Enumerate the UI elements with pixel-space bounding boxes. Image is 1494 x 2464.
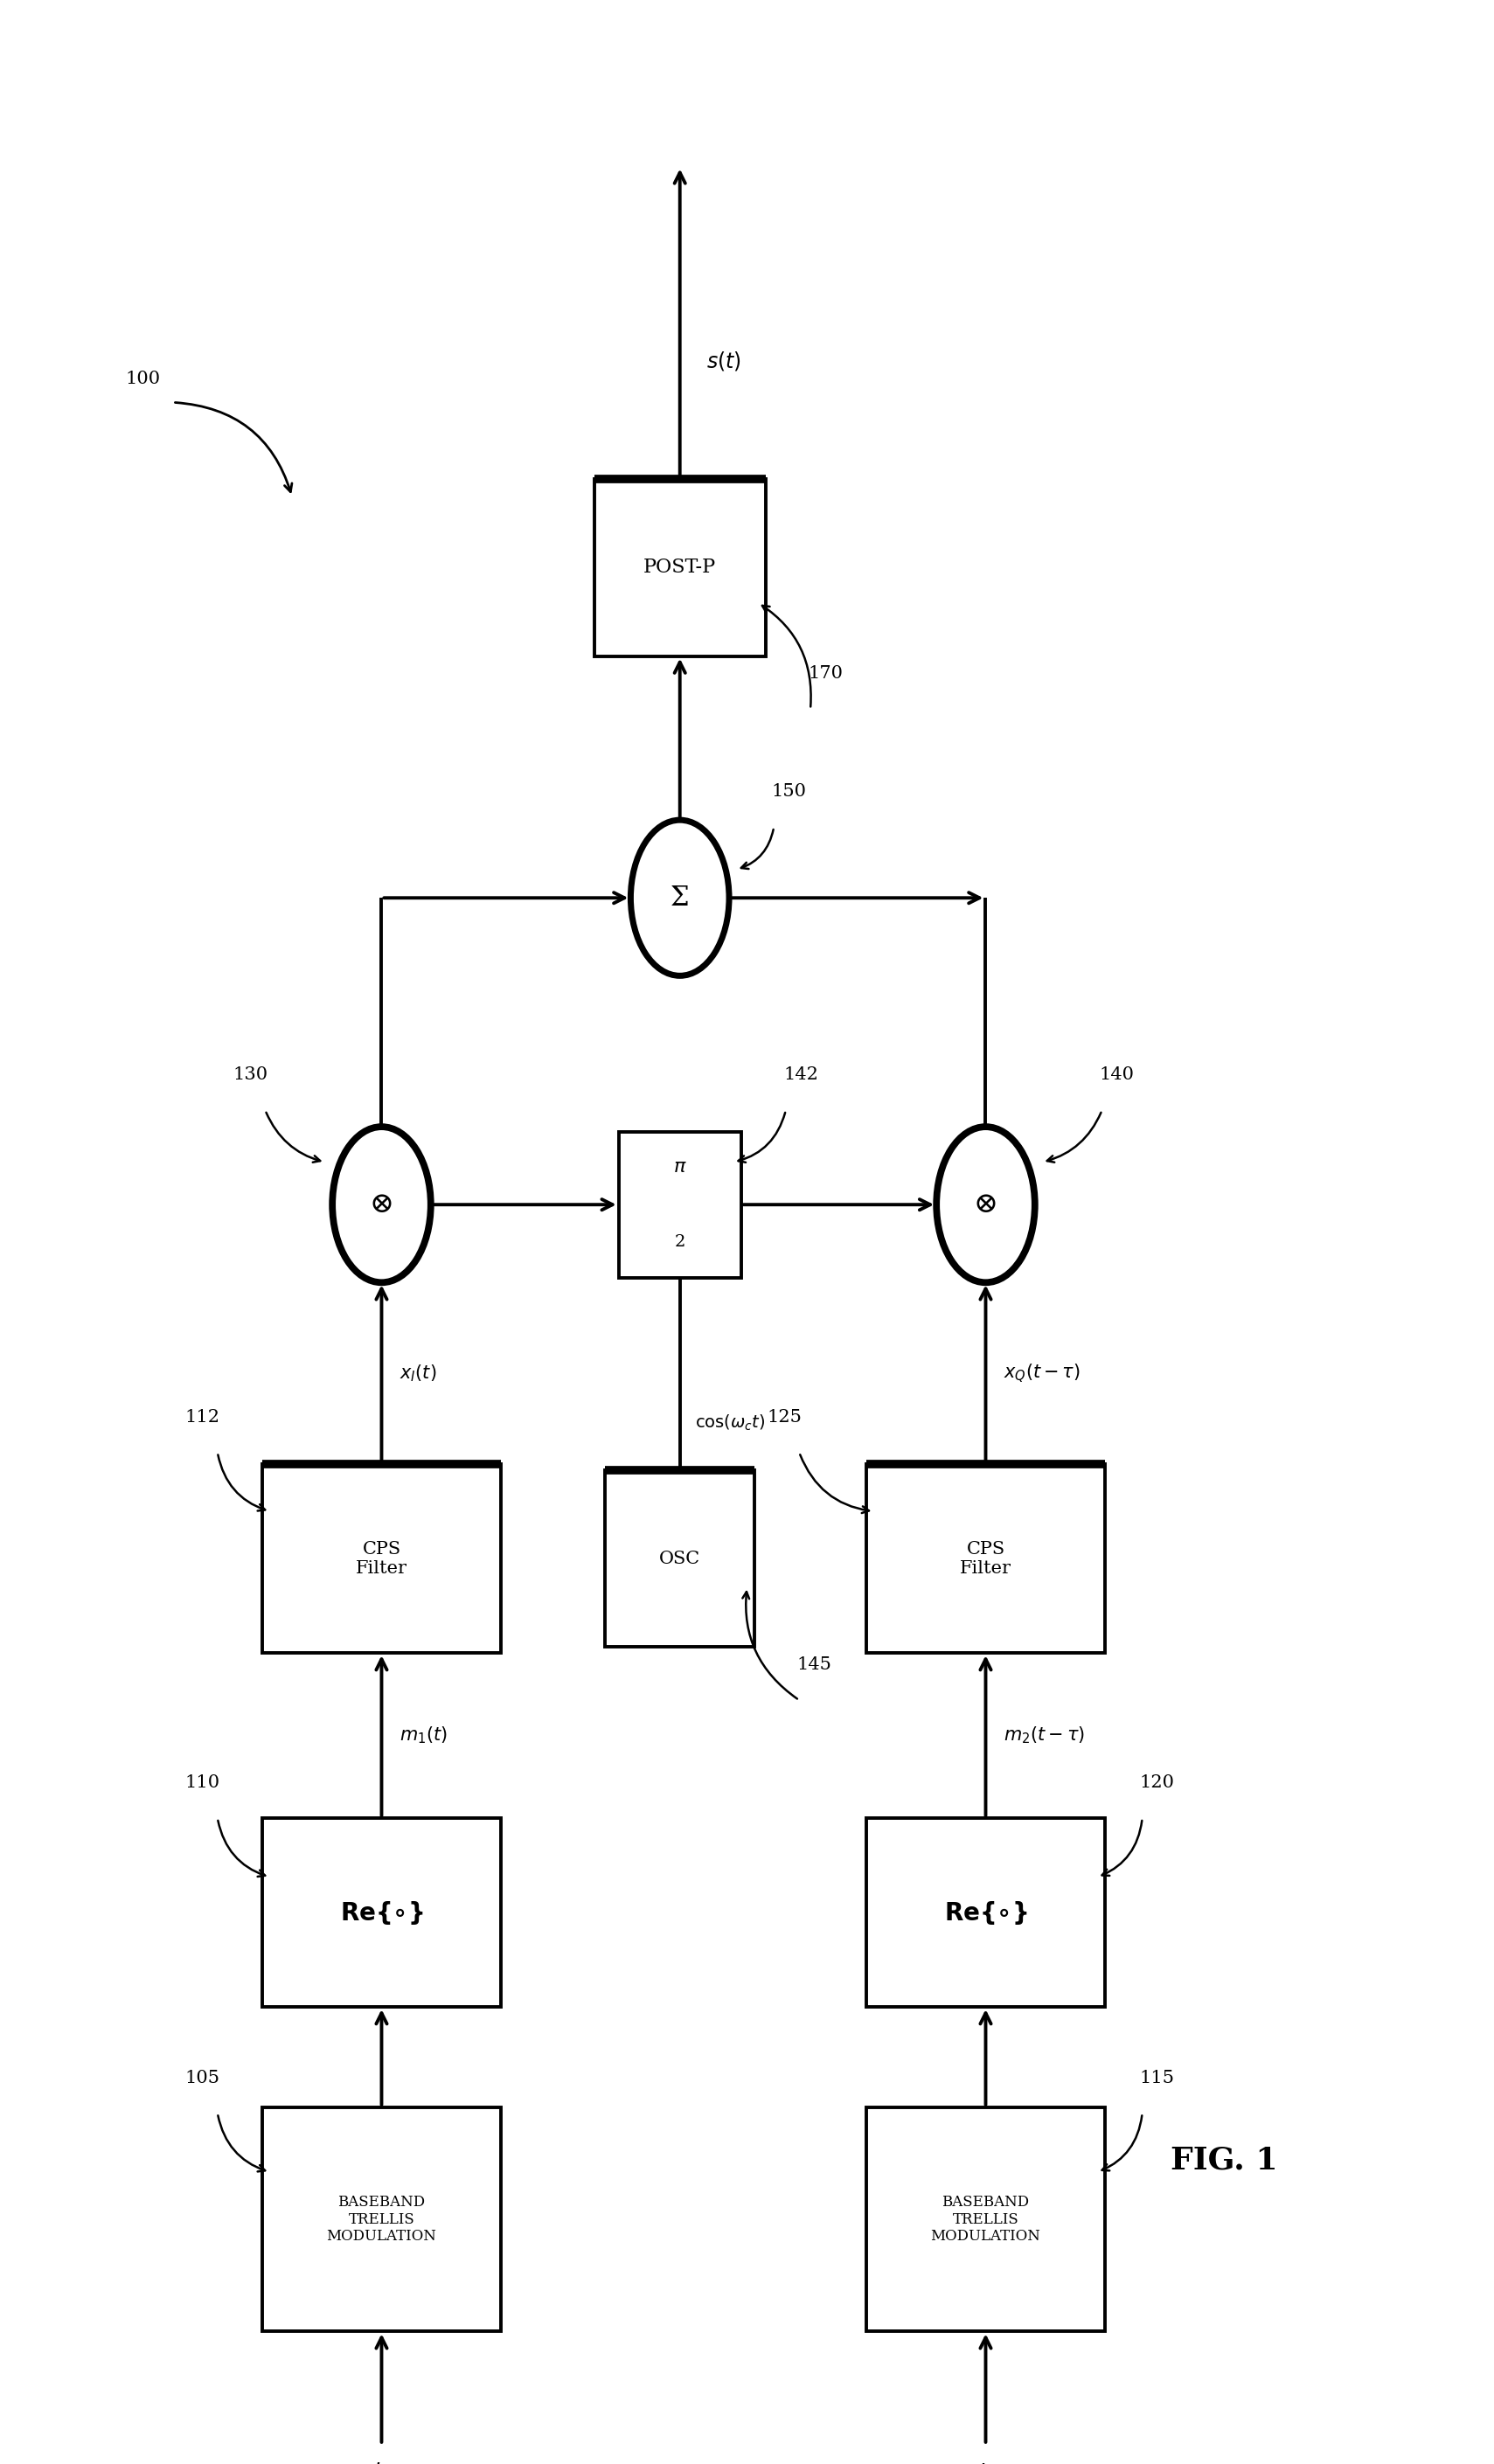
Text: 110: 110 [185,1774,220,1791]
Text: $I_k$: $I_k$ [374,2462,390,2464]
FancyBboxPatch shape [867,1464,1106,1653]
FancyBboxPatch shape [605,1471,754,1646]
Text: ⊗: ⊗ [974,1190,998,1220]
Text: ⊗: ⊗ [369,1190,394,1220]
Text: 145: 145 [796,1656,832,1673]
Text: 100: 100 [125,370,160,387]
FancyBboxPatch shape [867,2107,1106,2331]
Circle shape [937,1126,1035,1281]
Text: BASEBAND
TRELLIS
MODULATION: BASEBAND TRELLIS MODULATION [327,2195,436,2245]
Text: 125: 125 [766,1409,802,1424]
Text: 115: 115 [1140,2070,1174,2087]
Text: $x_Q(t-\tau)$: $x_Q(t-\tau)$ [1004,1363,1080,1385]
Text: 170: 170 [808,665,843,683]
Text: 130: 130 [233,1067,267,1084]
FancyBboxPatch shape [867,1818,1106,2006]
Text: OSC: OSC [659,1550,701,1567]
FancyBboxPatch shape [619,1131,741,1279]
Text: $\mathbf{Re\{{\circ}\}}$: $\mathbf{Re\{{\circ}\}}$ [339,1900,423,1927]
Text: 120: 120 [1140,1774,1174,1791]
Text: 150: 150 [771,784,807,801]
Text: 140: 140 [1100,1067,1134,1084]
Text: 142: 142 [783,1067,819,1084]
Circle shape [332,1126,430,1281]
Text: CPS
Filter: CPS Filter [959,1540,1011,1577]
Text: $\pi$: $\pi$ [672,1158,687,1175]
Text: POST-P: POST-P [644,557,716,577]
Text: FIG. 1: FIG. 1 [1171,2146,1277,2176]
Text: $s(t)$: $s(t)$ [707,350,741,372]
FancyBboxPatch shape [263,2107,500,2331]
Text: 112: 112 [185,1409,220,1424]
Text: $m_1(t)$: $m_1(t)$ [399,1725,448,1747]
Text: Σ: Σ [671,885,689,912]
Text: $\mathbf{Re\{{\circ}\}}$: $\mathbf{Re\{{\circ}\}}$ [944,1900,1028,1927]
FancyBboxPatch shape [263,1818,500,2006]
Text: BASEBAND
TRELLIS
MODULATION: BASEBAND TRELLIS MODULATION [931,2195,1041,2245]
FancyBboxPatch shape [595,478,765,655]
Text: $x_I(t)$: $x_I(t)$ [399,1363,436,1385]
FancyBboxPatch shape [263,1464,500,1653]
Text: CPS
Filter: CPS Filter [356,1540,408,1577]
Text: $m_2(t-\tau)$: $m_2(t-\tau)$ [1004,1725,1085,1747]
Circle shape [630,821,729,976]
Text: $\cos(\omega_c t)$: $\cos(\omega_c t)$ [695,1414,765,1432]
Text: 105: 105 [185,2070,220,2087]
Text: 2: 2 [674,1234,686,1249]
Text: $J_k$: $J_k$ [976,2462,995,2464]
